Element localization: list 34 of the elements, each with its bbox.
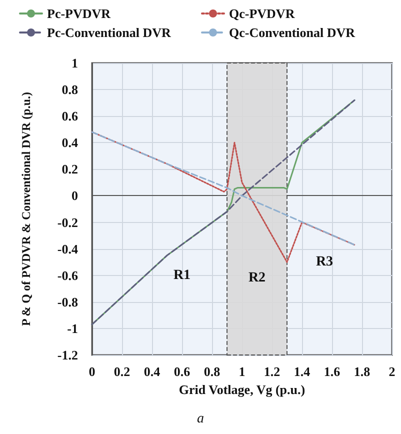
x-tick-label: 1.8 <box>354 364 371 379</box>
x-tick-label: 1.2 <box>264 364 280 379</box>
y-tick-label: 0 <box>72 188 78 204</box>
legend-label: Qc-PVDVR <box>229 6 296 21</box>
x-tick-label: 2 <box>388 364 396 379</box>
y-tick-label: -1 <box>67 320 78 336</box>
x-tick-label: 0.4 <box>144 364 161 379</box>
legend-label: Pc-Conventional DVR <box>47 25 172 40</box>
y-tick-label: 0.2 <box>62 162 78 177</box>
x-axis-title: Grid Votlage, Vg (p.u.) <box>178 382 306 397</box>
y-tick-label: 0.6 <box>62 108 78 124</box>
line-series <box>91 99 356 326</box>
legend-label: Qc-Conventional DVR <box>229 25 356 40</box>
x-tick-label: 0.6 <box>174 364 191 379</box>
y-tick-label: -0.8 <box>57 294 78 310</box>
x-tick-label: 1.6 <box>324 364 341 379</box>
annotation: R3 <box>316 254 334 270</box>
x-tick-label: 0 <box>88 364 96 379</box>
y-axis-title: P & Q of PVDVR & Conventional DVR (p.u.) <box>19 92 33 326</box>
y-tick-label: -1.2 <box>57 348 78 362</box>
text: a <box>197 412 204 426</box>
x-tick-label: 0.2 <box>114 364 130 379</box>
legend-label: Pc-PVDVR <box>47 6 112 21</box>
annotation: R2 <box>248 270 266 286</box>
y-tick-label: -0.2 <box>57 214 78 230</box>
x-tick-label: 1 <box>238 364 246 379</box>
x-tick-label: 0.8 <box>204 364 221 379</box>
y-tick-label: 0.4 <box>62 135 78 150</box>
annotation: R1 <box>173 268 191 283</box>
x-tick-label: 1.4 <box>294 364 311 379</box>
y-tick-label: -0.6 <box>57 268 78 283</box>
y-tick-label: 1 <box>72 56 78 70</box>
y-tick-label: -0.4 <box>57 241 78 256</box>
y-tick-label: 0.8 <box>62 82 78 98</box>
